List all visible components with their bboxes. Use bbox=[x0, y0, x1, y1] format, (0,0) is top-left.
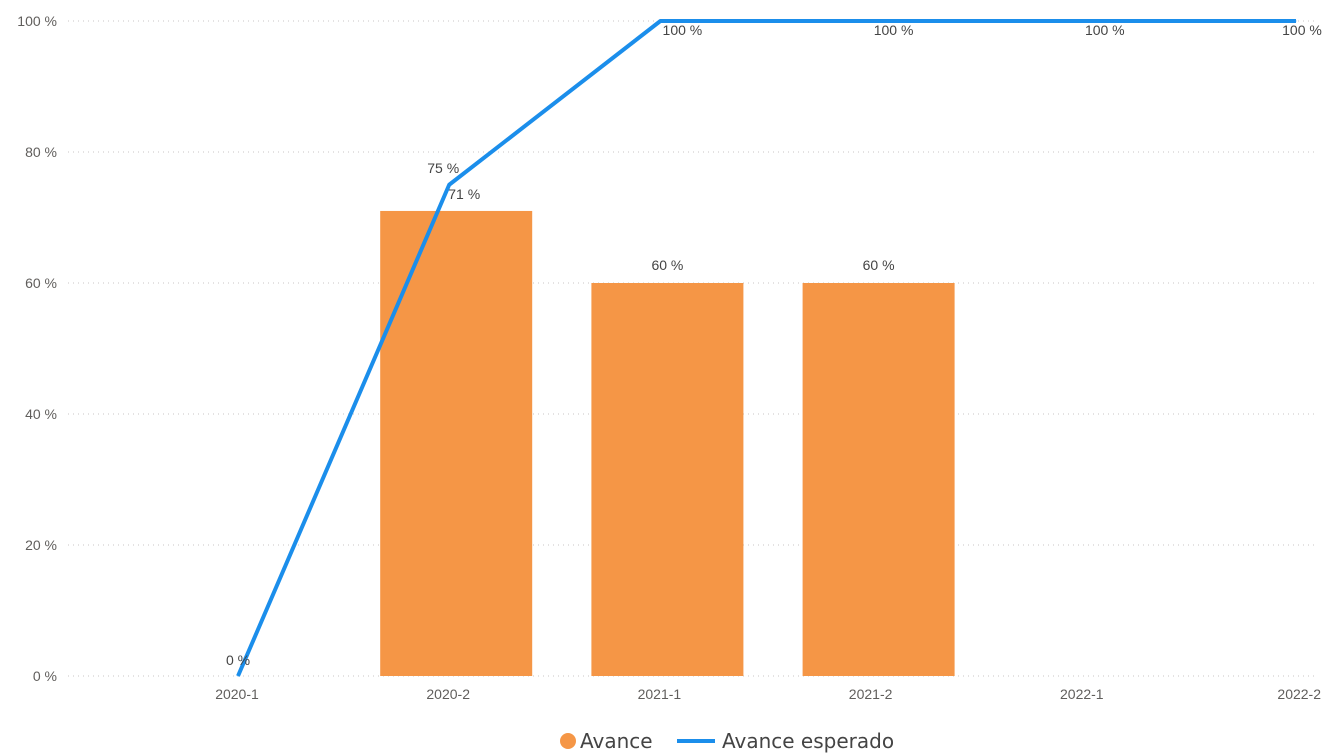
line-avance-esperado[interactable] bbox=[236, 19, 1296, 677]
x-tick-label: 2021-1 bbox=[638, 686, 682, 702]
y-axis: 0 % 20 % 40 % 60 % 80 % 100 % bbox=[17, 13, 57, 684]
x-tick-label: 2022-1 bbox=[1060, 686, 1104, 702]
data-label-avance-esperado: 75 % bbox=[427, 160, 459, 176]
line-point-avance-esperado[interactable] bbox=[448, 184, 450, 186]
legend-avance-marker bbox=[560, 733, 576, 749]
data-label-avance: 71 % bbox=[448, 186, 480, 202]
line-point-avance-esperado[interactable] bbox=[1082, 20, 1084, 22]
data-label-avance: 60 % bbox=[863, 257, 895, 273]
legend: Avance Avance esperado bbox=[560, 729, 894, 753]
legend-avance-label: Avance bbox=[580, 729, 653, 753]
data-label-avance-esperado: 100 % bbox=[1085, 22, 1125, 38]
data-label-avance-esperado: 100 % bbox=[663, 22, 703, 38]
line-point-avance-esperado[interactable] bbox=[237, 675, 239, 677]
x-tick-label: 2020-1 bbox=[215, 686, 259, 702]
legend-avance-esperado-label: Avance esperado bbox=[722, 729, 894, 753]
y-tick-label: 20 % bbox=[25, 537, 57, 553]
bar-avance[interactable] bbox=[380, 210, 533, 676]
bar-avance[interactable] bbox=[802, 283, 955, 676]
y-tick-label: 0 % bbox=[33, 668, 57, 684]
line-series-avance-esperado bbox=[236, 19, 1297, 677]
line-point-avance-esperado[interactable] bbox=[659, 20, 661, 22]
x-tick-label: 2022-2 bbox=[1277, 686, 1321, 702]
bar-avance[interactable] bbox=[591, 283, 744, 676]
y-tick-label: 100 % bbox=[17, 13, 57, 29]
line-point-avance-esperado[interactable] bbox=[871, 20, 873, 22]
y-tick-label: 60 % bbox=[25, 275, 57, 291]
y-tick-label: 40 % bbox=[25, 406, 57, 422]
bar-series-avance bbox=[380, 210, 955, 676]
data-label-avance-esperado: 100 % bbox=[1282, 22, 1322, 38]
y-tick-label: 80 % bbox=[25, 144, 57, 160]
x-tick-label: 2021-2 bbox=[849, 686, 893, 702]
x-tick-label: 2020-2 bbox=[426, 686, 470, 702]
data-label-avance-esperado: 0 % bbox=[226, 652, 250, 668]
x-axis: 2020-1 2020-2 2021-1 2021-2 2022-1 2022-2 bbox=[215, 686, 1321, 702]
line-point-avance-esperado[interactable] bbox=[1295, 20, 1297, 22]
data-labels: 0 % 75 % 100 % 100 % 100 % 100 % 71 % 60 % 60 % bbox=[226, 22, 1322, 668]
data-label-avance-esperado: 100 % bbox=[874, 22, 914, 38]
data-label-avance: 60 % bbox=[651, 257, 683, 273]
